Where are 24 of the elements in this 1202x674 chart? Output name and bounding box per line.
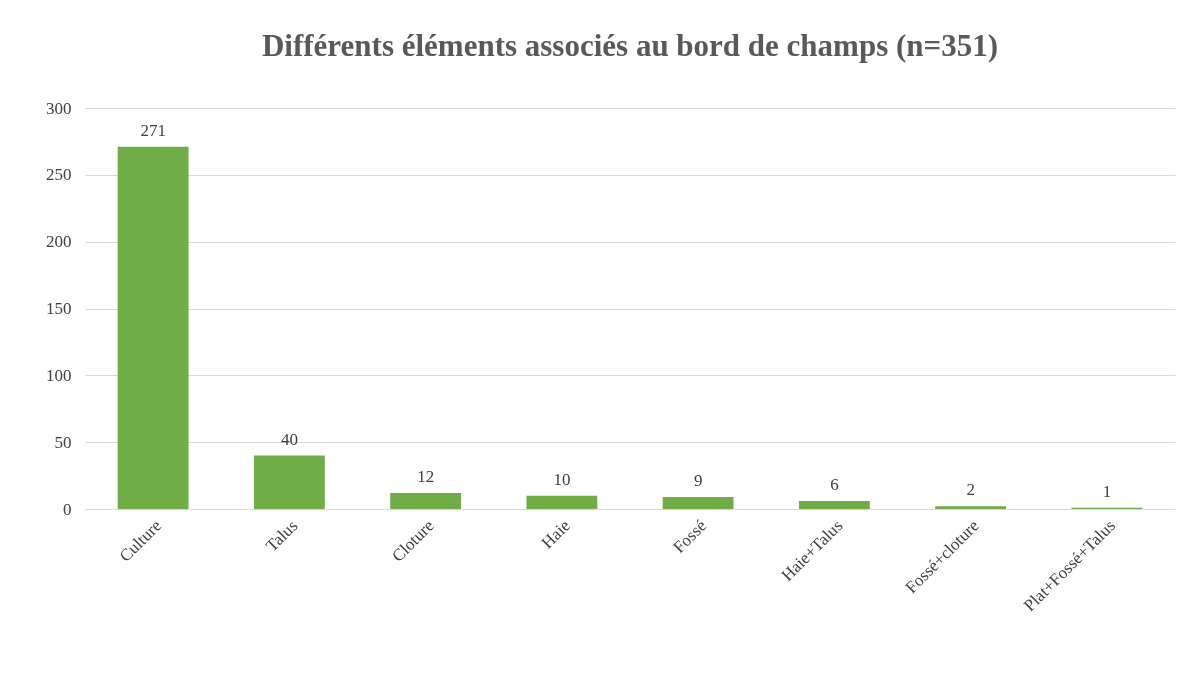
y-tick-label: 300 — [46, 98, 72, 118]
bar — [935, 506, 1007, 509]
y-tick-label: 250 — [46, 165, 72, 185]
y-tick-label: 200 — [46, 232, 72, 252]
bar — [253, 455, 325, 509]
bar — [798, 500, 870, 509]
bar — [662, 496, 734, 509]
y-tick-label: 50 — [54, 432, 72, 452]
data-label: 1 — [1102, 481, 1112, 501]
data-label: 2 — [966, 480, 975, 500]
data-label: 12 — [417, 466, 435, 486]
data-label: 9 — [693, 470, 703, 490]
bar — [390, 492, 462, 509]
data-label: 6 — [830, 474, 839, 494]
data-label: 40 — [280, 429, 298, 449]
data-label: 271 — [140, 120, 166, 140]
y-tick-label: 100 — [46, 365, 72, 385]
chart-title: Différents éléments associés au bord de champs (n=351) — [261, 28, 999, 63]
y-tick-label: 150 — [46, 299, 72, 318]
bar — [117, 146, 189, 509]
data-label: 10 — [553, 469, 571, 489]
y-tick-label: 0 — [63, 499, 72, 519]
x-tick-label: Haie — [537, 516, 574, 553]
bar — [526, 495, 598, 509]
